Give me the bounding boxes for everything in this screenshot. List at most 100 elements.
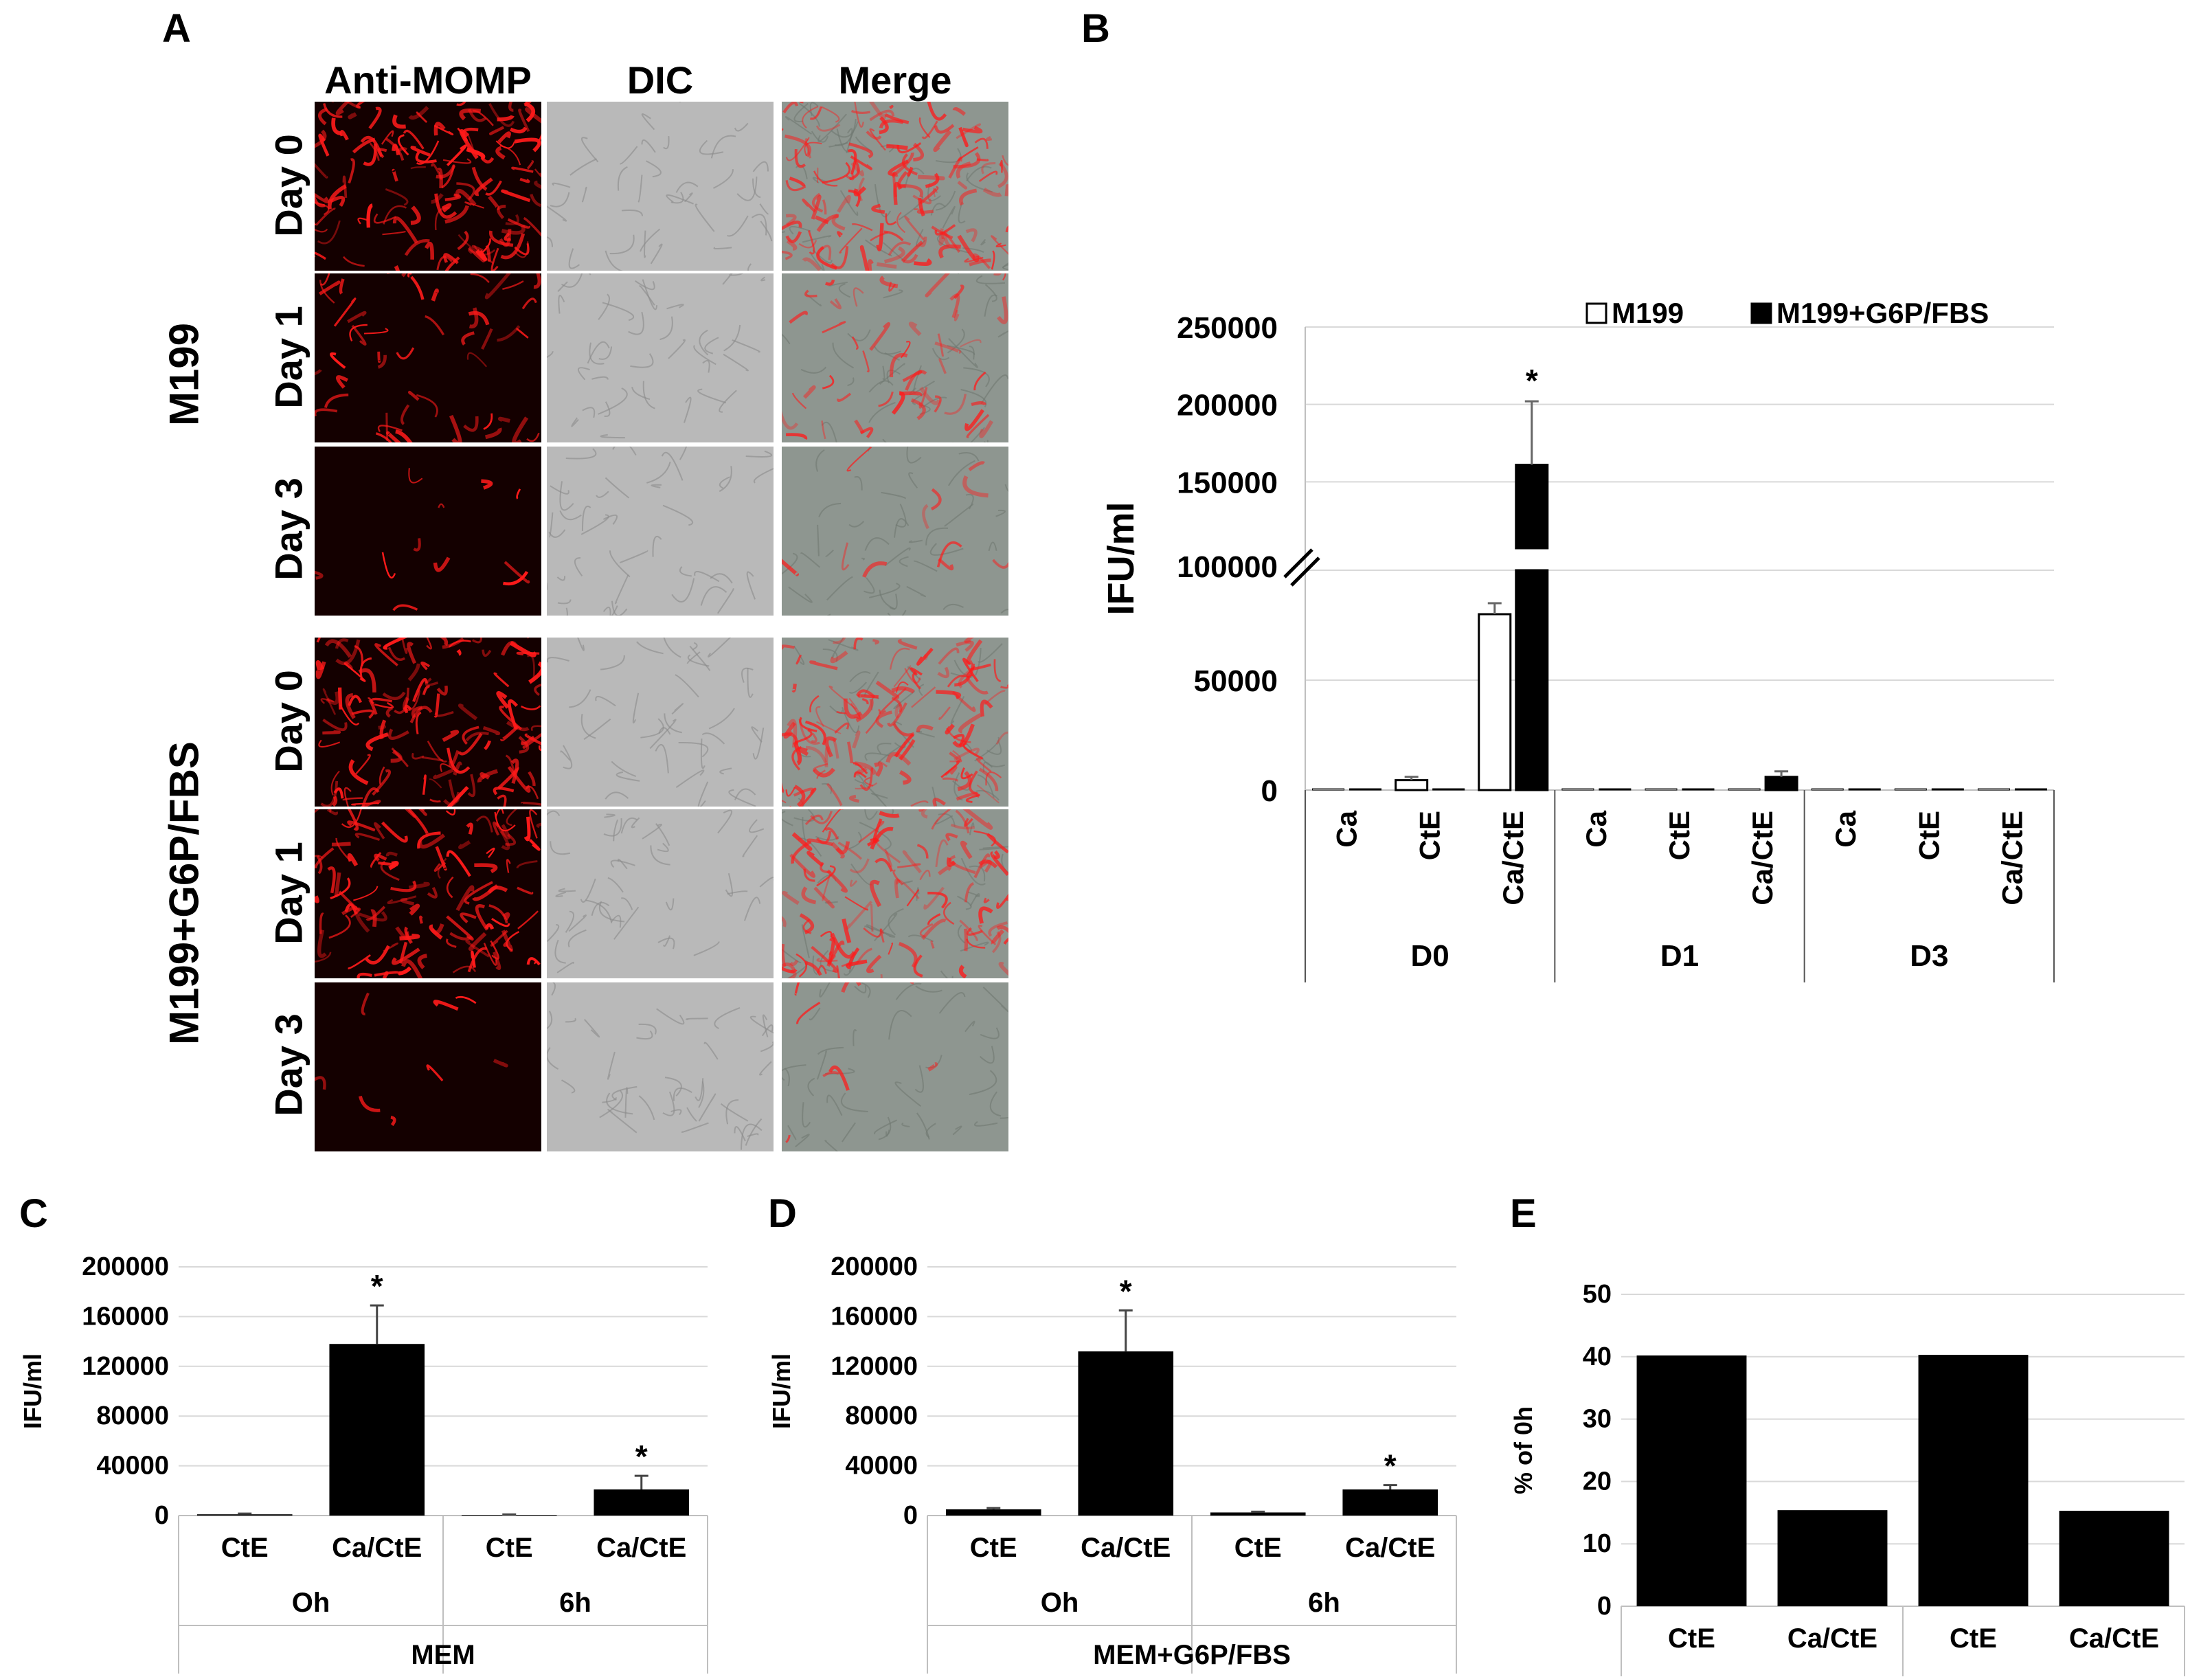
y-axis-label: IFU/ml — [19, 1353, 47, 1429]
dic-image — [547, 809, 774, 978]
y-tick-label: 40 — [1583, 1342, 1612, 1371]
x-outer-label: MEM+G6P/FBS — [1093, 1640, 1291, 1670]
dic-image — [547, 447, 774, 616]
x-category-label: Ca — [1331, 810, 1363, 847]
legend-label: M199 — [1612, 297, 1684, 329]
bar — [1432, 788, 1465, 791]
x-group-label: D3 — [1910, 939, 1948, 973]
y-tick-label: 0 — [155, 1501, 169, 1530]
y-tick-label: 200000 — [831, 1252, 918, 1281]
bar — [1977, 788, 2010, 791]
x-category-label: CtE — [1414, 811, 1446, 860]
bar — [945, 1509, 1041, 1516]
y-tick-label: 100000 — [1177, 550, 1278, 584]
x-category-label: Ca/CtE — [332, 1533, 422, 1563]
x-category-label: Ca/CtE — [1081, 1533, 1171, 1563]
y-tick-label: 80000 — [845, 1402, 918, 1430]
bar — [1728, 788, 1761, 791]
x-outer-label: MEM — [411, 1640, 475, 1670]
dic-image — [547, 273, 774, 442]
legend-swatch-g6p — [1750, 302, 1772, 324]
bar — [196, 1514, 293, 1516]
bar — [2059, 1511, 2169, 1606]
y-tick-label: 200000 — [82, 1252, 169, 1281]
merge-image — [782, 982, 1008, 1151]
column-header-merge: Merge — [838, 58, 952, 102]
bar — [1515, 569, 1549, 791]
legend-swatch-m199 — [1585, 302, 1607, 324]
row-label-day-3: Day 3 — [267, 1013, 311, 1116]
x-group-label: 6h — [559, 1588, 591, 1618]
y-tick-label: 250000 — [1177, 311, 1278, 345]
condition-label-m199: M199 — [161, 322, 207, 427]
dic-image — [547, 982, 774, 1151]
row-label-day-1: Day 1 — [267, 842, 311, 945]
y-tick-label: 120000 — [831, 1352, 918, 1381]
fluorescence-image — [315, 982, 541, 1151]
fluorescence-image — [315, 273, 541, 442]
chart-d: 0 40000 80000 120000 160000 200000 IFU/ml CtE * C… — [767, 1252, 1457, 1674]
fluorescence-image — [315, 809, 541, 978]
x-category-label: Ca/CtE — [1746, 811, 1779, 905]
panel-letter-b: B — [1081, 6, 1110, 51]
x-group-label: 6h — [1308, 1588, 1340, 1618]
bar — [1764, 776, 1798, 791]
dic-image — [547, 638, 774, 807]
fluorescence-image — [315, 638, 541, 807]
x-group-label: D0 — [1411, 939, 1449, 973]
bar — [1515, 464, 1549, 550]
y-tick-label: 50 — [1583, 1280, 1612, 1309]
bar — [1636, 1355, 1747, 1606]
y-tick-label: 50000 — [1194, 664, 1278, 698]
bar — [1478, 613, 1512, 791]
dic-image — [547, 102, 774, 271]
y-tick-label: 160000 — [82, 1302, 169, 1331]
bar — [1210, 1512, 1306, 1516]
x-category-label: CtE — [1950, 1623, 1997, 1654]
x-category-label: CtE — [1912, 811, 1945, 860]
x-category-label: Ca/CtE — [2069, 1623, 2159, 1654]
x-category-label: Ca/CtE — [1497, 811, 1529, 905]
y-tick-label: 0 — [1261, 774, 1278, 808]
column-header-dic: DIC — [627, 58, 694, 102]
significance-star: * — [1384, 1448, 1397, 1484]
merge-image — [782, 273, 1008, 442]
fluorescence-image — [315, 447, 541, 616]
axis-break-mark — [1290, 556, 1320, 587]
bar — [1682, 788, 1715, 791]
x-category-label: CtE — [1668, 1623, 1715, 1654]
bar — [329, 1344, 425, 1516]
y-tick-label: 200000 — [1177, 389, 1278, 423]
bar — [1894, 788, 1927, 791]
x-category-label: CtE — [221, 1533, 269, 1563]
x-category-label: CtE — [1663, 811, 1695, 860]
x-category-label: Ca — [1580, 810, 1612, 847]
significance-star: * — [1526, 363, 1538, 398]
y-axis-label: % of 0h — [1509, 1406, 1537, 1494]
row-label-day-3: Day 3 — [267, 477, 311, 581]
condition-label-m199-g6p-fbs: M199+G6P/FBS — [161, 741, 207, 1045]
y-tick-label: 20 — [1583, 1467, 1612, 1496]
y-tick-label: 150000 — [1177, 466, 1278, 499]
bar — [1645, 788, 1678, 791]
column-header-anti-momp: Anti-MOMP — [324, 58, 532, 102]
merge-image — [782, 638, 1008, 807]
chart-b: 0 50000 100000 150000 200000 250000 IFU/ml * Ca C… — [1101, 297, 2055, 982]
y-tick-label: 30 — [1583, 1405, 1612, 1434]
bar — [1599, 788, 1632, 791]
x-group-label: Oh — [1041, 1588, 1079, 1618]
bar — [1078, 1351, 1174, 1516]
panel-letter-c: C — [19, 1191, 48, 1236]
chart-c: 0 40000 80000 120000 160000 200000 IFU/ml CtE * C… — [19, 1252, 708, 1674]
merge-image — [782, 447, 1008, 616]
significance-star: * — [371, 1268, 383, 1304]
bar — [1342, 1489, 1438, 1516]
x-category-label: Ca/CtE — [1345, 1533, 1435, 1563]
axis-break-mark — [1283, 548, 1313, 578]
y-tick-label: 0 — [1597, 1592, 1612, 1621]
panel-letter-d: D — [768, 1191, 797, 1236]
bar — [1395, 779, 1429, 791]
y-axis-label: IFU/ml — [767, 1353, 795, 1429]
panel-letter-a: A — [162, 6, 191, 51]
